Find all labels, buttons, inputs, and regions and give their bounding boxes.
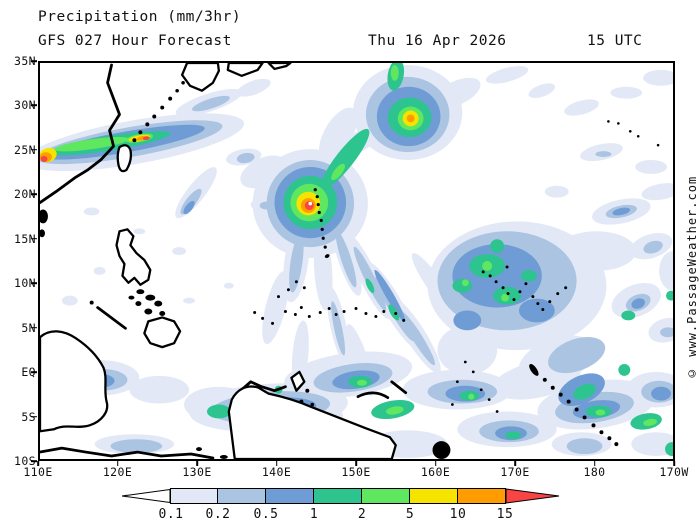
lat-tick-label: 5N (21, 320, 36, 335)
lat-tick (31, 415, 37, 418)
page-title: Precipitation (mm/3hr) (38, 9, 242, 25)
lon-tick (275, 461, 278, 466)
lon-tick (196, 461, 198, 466)
lat-tick-label: 30N (14, 98, 36, 113)
legend-swatch: 0.2 (206, 488, 266, 522)
lat-tick (31, 326, 37, 329)
lat-tick (31, 60, 37, 62)
lon-tick-label: 150E (341, 465, 371, 479)
lat-tick (31, 371, 37, 373)
legend-threshold-label: 0.1 (158, 507, 184, 522)
lat-tick (31, 237, 37, 240)
lat-tick-label: 35N (14, 54, 36, 68)
legend-swatch: 10 15 (450, 488, 513, 522)
lon-tick (116, 461, 119, 466)
precipitation-map (38, 61, 675, 461)
watermark: © www.PassageWeather.com (685, 175, 699, 381)
precipitation-legend: 0.1 0.2 0.5 1 2 5 10 15 (122, 487, 560, 522)
lon-tick (673, 461, 675, 466)
lat-tick-label: 20N (14, 187, 36, 202)
legend-swatch: 1 (310, 488, 362, 522)
lon-tick (355, 461, 357, 466)
lat-tick-label: 10S (14, 454, 36, 468)
legend-threshold-label: 10 (449, 507, 467, 522)
legend-underflow-arrow-icon (122, 488, 170, 504)
lat-tick (31, 282, 37, 285)
lon-tick-label: 130E (182, 465, 212, 479)
legend-threshold-label: 15 (496, 507, 514, 522)
lon-tick-label: 180 (583, 465, 606, 479)
forecast-model-label: GFS 027 Hour Forecast (38, 33, 232, 49)
lat-tick (31, 149, 37, 151)
lat-tick-label: 5S (21, 409, 36, 424)
coastline-layer (40, 63, 660, 459)
lat-tick-label: 10N (14, 276, 36, 291)
forecast-date: Thu 16 Apr 2026 (368, 33, 507, 49)
legend-swatch: 0.1 (159, 488, 218, 522)
lat-tick (31, 193, 37, 196)
lon-tick-label: 140E (261, 465, 292, 479)
legend-threshold-label: 2 (357, 507, 367, 522)
legend-swatch: 0.5 (254, 488, 314, 522)
legend-swatches: 0.1 0.2 0.5 1 2 5 10 15 (159, 488, 513, 522)
lat-tick-label: EQ (21, 365, 36, 380)
legend-overflow-arrow-icon (506, 488, 560, 504)
legend-threshold-label: 5 (405, 507, 415, 522)
lon-tick (593, 461, 596, 466)
legend-threshold-label: 0.5 (253, 507, 279, 522)
lon-tick (37, 461, 39, 466)
lat-tick (31, 104, 37, 107)
precip-layer-15 (40, 136, 314, 211)
lon-tick-label: 170E (500, 465, 530, 479)
legend-swatch: 5 (406, 488, 458, 522)
lon-tick (434, 461, 437, 466)
map-canvas (40, 63, 673, 459)
forecast-time: 15 UTC (587, 33, 643, 49)
lon-tick-label: 110E (23, 465, 53, 479)
legend-threshold-label: 0.2 (205, 507, 231, 522)
lat-tick (31, 460, 37, 462)
lon-tick (514, 461, 516, 466)
lon-tick-label: 170W (659, 465, 689, 479)
lat-tick-label: 25N (14, 142, 36, 157)
lon-tick-label: 120E (102, 465, 133, 479)
legend-threshold-label: 1 (309, 507, 319, 522)
lat-tick-label: 15N (14, 231, 36, 246)
legend-swatch: 2 (358, 488, 410, 522)
lon-tick-label: 160E (420, 465, 451, 479)
